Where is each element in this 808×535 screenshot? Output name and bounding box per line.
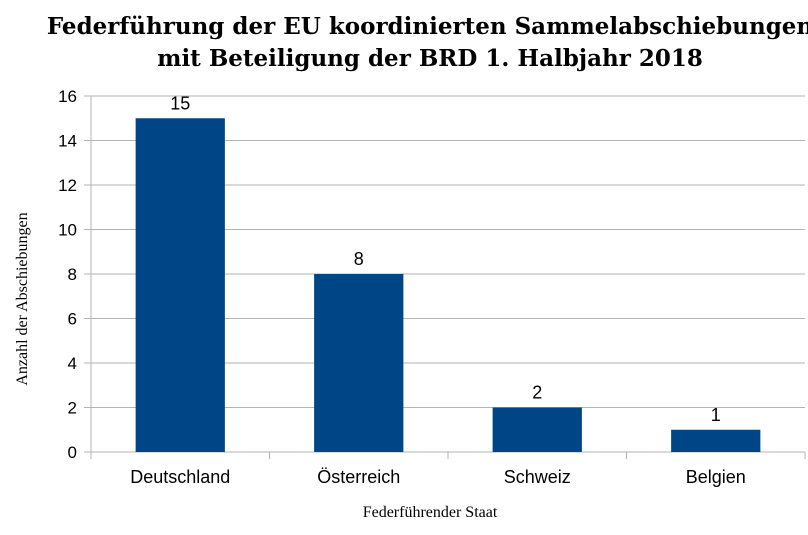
y-tick-label: 2 bbox=[68, 399, 77, 418]
bar-belgien bbox=[671, 429, 761, 452]
x-tick-label: Österreich bbox=[317, 467, 400, 487]
chart-subtitle: mit Beteiligung der BRD 1. Halbjahr 2018 bbox=[157, 45, 703, 72]
x-tick-label: Belgien bbox=[686, 467, 746, 487]
bar-österreich bbox=[314, 274, 404, 452]
x-tick-labels: Deutschland Österreich Schweiz Belgien bbox=[130, 467, 746, 487]
y-tick-label: 8 bbox=[68, 265, 77, 284]
data-label: 1 bbox=[711, 405, 721, 425]
y-tick-label: 4 bbox=[68, 354, 77, 373]
y-axis-title: Anzahl der Abschiebungen bbox=[14, 212, 31, 385]
y-tick-label: 10 bbox=[58, 221, 77, 240]
data-label: 2 bbox=[532, 383, 542, 403]
bars bbox=[135, 118, 761, 452]
x-axis-title: Federführender Staat bbox=[363, 504, 498, 521]
y-tick-label: 14 bbox=[58, 132, 77, 151]
y-tick-label: 0 bbox=[68, 443, 77, 462]
data-label: 15 bbox=[170, 93, 190, 113]
y-tick-labels: 0 2 4 6 8 10 12 14 16 bbox=[58, 87, 77, 462]
bar-schweiz bbox=[492, 407, 582, 452]
data-label: 8 bbox=[354, 249, 364, 269]
y-tick-label: 6 bbox=[68, 310, 77, 329]
x-tick-label: Deutschland bbox=[130, 467, 230, 487]
y-tick-label: 12 bbox=[58, 176, 77, 195]
data-labels: 15 8 2 1 bbox=[170, 93, 721, 425]
x-tick-label: Schweiz bbox=[504, 467, 571, 487]
y-tick-label: 16 bbox=[58, 87, 77, 106]
chart-title: Federführung der EU koordinierten Sammel… bbox=[47, 13, 808, 40]
bar-deutschland bbox=[135, 118, 225, 452]
